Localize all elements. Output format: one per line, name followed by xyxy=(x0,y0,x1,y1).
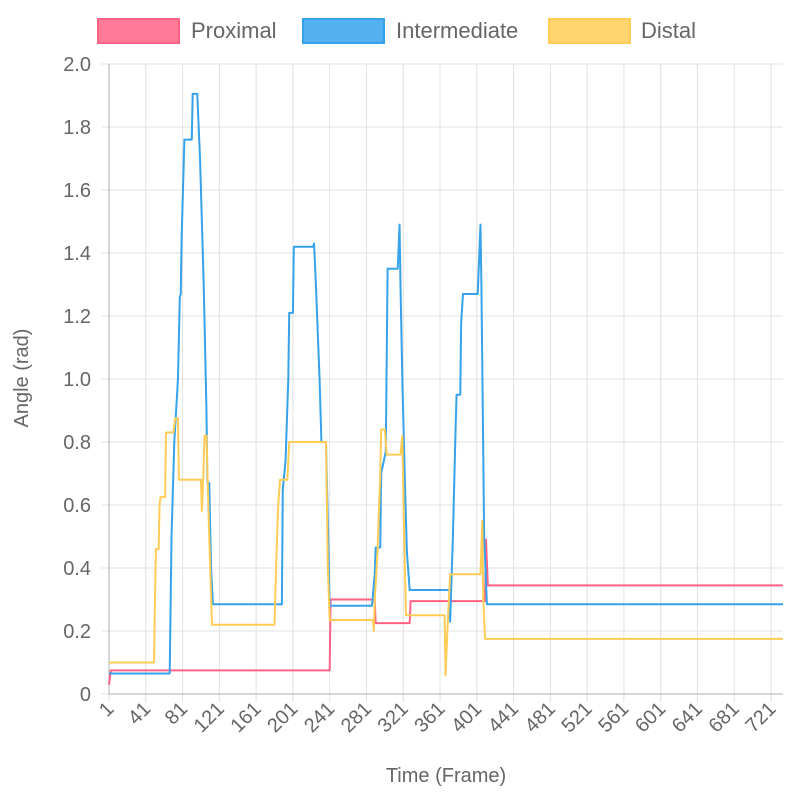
x-tick-label: 281 xyxy=(337,698,376,737)
y-tick-label: 1.6 xyxy=(63,180,91,202)
legend-item-intermediate[interactable]: Intermediate xyxy=(302,18,518,44)
legend-label: Intermediate xyxy=(396,18,518,43)
legend-item-proximal[interactable]: Proximal xyxy=(97,18,277,44)
legend-label: Proximal xyxy=(191,18,277,43)
legend[interactable]: Proximal Intermediate Distal xyxy=(97,18,696,44)
x-tick-label: 681 xyxy=(705,698,744,737)
x-tick-label: 481 xyxy=(521,698,560,737)
y-tick-label: 1.4 xyxy=(63,243,91,265)
x-tick-label: 561 xyxy=(594,698,633,737)
y-tick-label: 0.8 xyxy=(63,432,91,454)
x-tick-label: 161 xyxy=(227,698,266,737)
x-tick-label: 201 xyxy=(263,698,302,737)
x-tick-label: 401 xyxy=(447,698,486,737)
x-tick-label: 321 xyxy=(374,698,413,737)
y-tick-label: 0 xyxy=(80,684,91,706)
y-tick-label: 0.4 xyxy=(63,558,91,580)
x-tick-label: 41 xyxy=(124,698,155,729)
x-tick-label: 241 xyxy=(300,698,339,737)
x-tick-label: 521 xyxy=(558,698,597,737)
legend-swatch xyxy=(302,18,385,44)
x-tick-label: 441 xyxy=(484,698,523,737)
y-tick-label: 0.6 xyxy=(63,495,91,517)
y-axis-title: Angle (rad) xyxy=(11,329,33,428)
x-tick-label: 1 xyxy=(95,698,118,721)
series-line-distal xyxy=(109,417,783,677)
grid xyxy=(101,63,783,702)
x-axis-title: Time (Frame) xyxy=(386,765,506,787)
series-line-proximal xyxy=(108,538,783,685)
legend-swatch xyxy=(97,18,180,44)
y-tick-label: 1.8 xyxy=(63,117,91,139)
y-tick-label: 1.0 xyxy=(63,369,91,391)
series-lines xyxy=(108,92,783,685)
x-tick-label: 81 xyxy=(161,698,192,729)
y-tick-label: 1.2 xyxy=(63,306,91,328)
x-tick-label: 721 xyxy=(741,698,780,737)
x-tick-label: 641 xyxy=(668,698,707,737)
legend-item-distal[interactable]: Distal xyxy=(548,18,696,44)
y-tick-label: 0.2 xyxy=(63,621,91,643)
legend-swatch xyxy=(548,18,631,44)
x-tick-label: 601 xyxy=(631,698,670,737)
x-tick-label: 121 xyxy=(190,698,229,737)
y-tick-label: 2.0 xyxy=(63,54,91,76)
x-tick-label: 361 xyxy=(410,698,449,737)
axes: 0 0.2 0.4 0.6 0.8 1.0 1.2 1.4 1.6 1.8 2.0 1 41 811211… xyxy=(63,54,783,737)
legend-label: Distal xyxy=(641,18,696,43)
